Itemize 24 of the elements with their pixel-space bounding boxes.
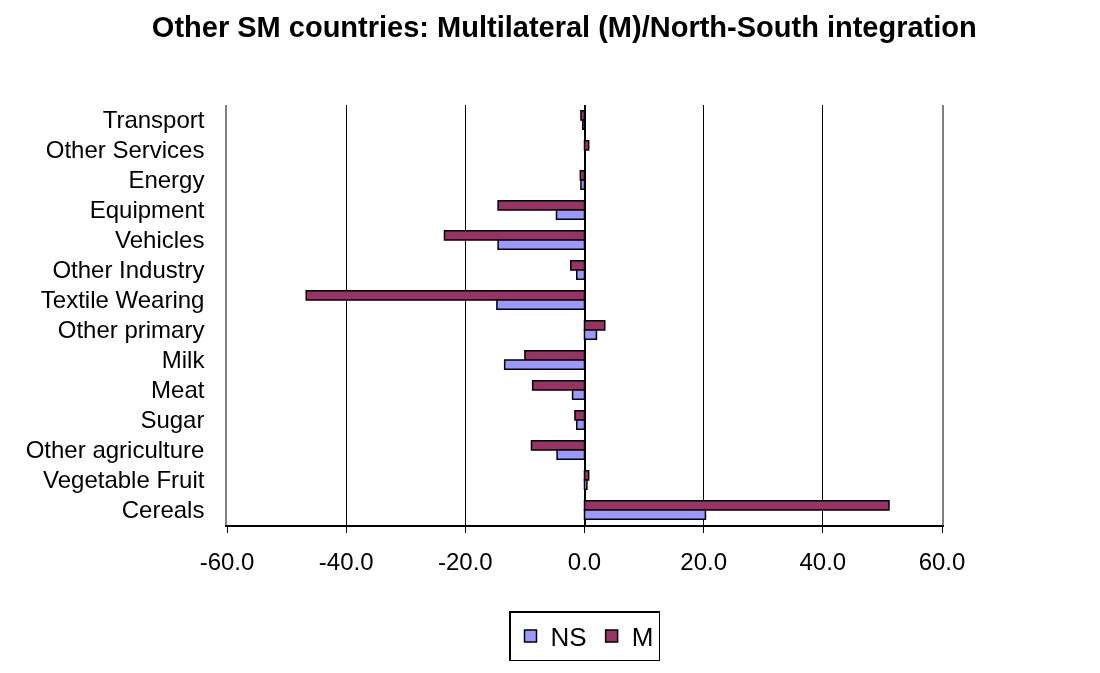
legend-label: NS	[550, 622, 587, 653]
y-tick-label: Other Services	[45, 136, 205, 164]
x-tick-label: 40.0	[799, 547, 847, 575]
y-tick-label: Vegetable Fruit	[43, 466, 205, 494]
y-tick-label: Other agriculture	[25, 436, 205, 464]
y-tick-label: Cereals	[121, 496, 205, 524]
x-tick-label: 0.0	[567, 547, 602, 575]
y-tick-label: Textile Wearing	[40, 286, 205, 314]
x-tick-label: 60.0	[918, 547, 966, 575]
x-tick-label: -20.0	[437, 547, 493, 575]
y-tick-label: Other Industry	[52, 256, 205, 284]
y-tick-label: Energy	[128, 166, 205, 194]
y-tick-label: Other primary	[57, 316, 205, 344]
x-tick-label: -40.0	[318, 547, 374, 575]
y-tick-label: Transport	[102, 106, 205, 134]
legend-label: M	[631, 622, 654, 653]
y-tick-label: Milk	[161, 346, 206, 374]
y-tick-label: Vehicles	[115, 226, 205, 254]
x-tick-label: -60.0	[199, 547, 255, 575]
x-tick-label: 20.0	[680, 547, 728, 575]
y-tick-label: Meat	[151, 376, 205, 404]
chart-title: Other SM countries: Multilateral (M)/North-South integration	[151, 11, 977, 44]
y-tick-label: Equipment	[89, 196, 205, 224]
y-tick-label: Sugar	[140, 406, 205, 434]
